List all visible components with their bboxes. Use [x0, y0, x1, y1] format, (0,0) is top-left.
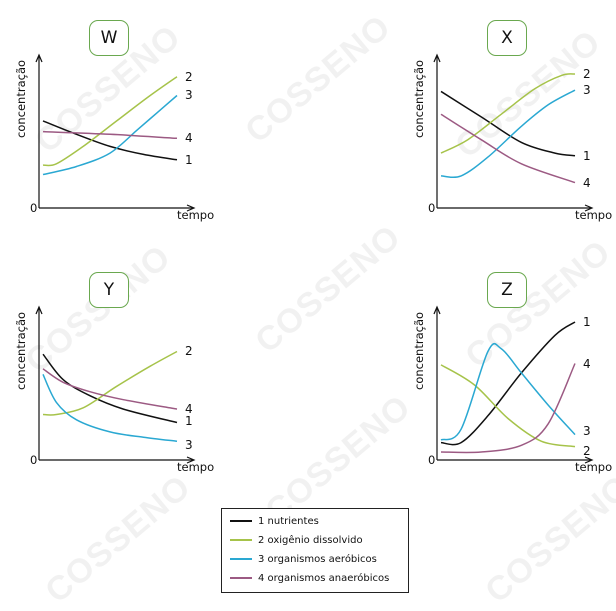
- series-line-3: [42, 373, 178, 443]
- series-line-1: [42, 120, 178, 161]
- legend-label: 1 nutrientes: [258, 516, 319, 527]
- legend-label: 4 organismos anaeróbicos: [258, 573, 390, 584]
- series-line-2: [440, 73, 576, 154]
- origin-label: 0: [428, 201, 436, 215]
- series-line-3: [440, 89, 576, 179]
- origin-label: 0: [428, 453, 436, 467]
- series-line-4: [42, 130, 178, 140]
- series-line-3: [440, 343, 576, 441]
- series-line-2: [42, 350, 178, 416]
- y-axis-arrow: [433, 305, 441, 315]
- x-axis-arrow: [186, 456, 196, 464]
- chart-svg: [433, 305, 594, 464]
- series-end-label-1: 1: [583, 315, 591, 329]
- series-end-label-1: 1: [185, 413, 193, 428]
- chart-title-badge: Y: [89, 272, 129, 308]
- series-end-label-3: 3: [185, 438, 193, 453]
- chart-svg: [35, 53, 196, 212]
- x-axis-arrow: [584, 204, 594, 212]
- series-end-label-1: 1: [185, 152, 193, 167]
- series-end-label-4: 4: [185, 402, 193, 417]
- series-line-4: [440, 113, 576, 184]
- series-end-label-4: 4: [583, 356, 591, 371]
- y-axis-arrow: [35, 53, 43, 63]
- series-end-label-1: 1: [583, 148, 591, 163]
- legend-label: 3 organismos aeróbicos: [258, 554, 377, 565]
- series-end-label-2: 2: [185, 344, 193, 359]
- chart-title-badge: X: [487, 20, 527, 56]
- series-end-label-3: 3: [583, 423, 591, 438]
- series-end-label-2: 2: [583, 67, 591, 82]
- watermark-text: COSSENO: [248, 217, 409, 361]
- series-line-1: [440, 90, 576, 157]
- x-axis-label: tempo: [177, 208, 215, 222]
- chart-title-badge: W: [89, 20, 129, 56]
- legend-label: 2 oxigênio dissolvido: [258, 535, 363, 546]
- y-axis-arrow: [35, 305, 43, 315]
- legend-item: 2 oxigênio dissolvido: [230, 533, 363, 549]
- x-axis-label: tempo: [575, 208, 613, 222]
- series-line-1: [42, 353, 178, 424]
- watermark-text: COSSENO: [238, 7, 399, 151]
- legend-item: 4 organismos anaeróbicos: [230, 571, 389, 587]
- series-end-label-4: 4: [185, 131, 193, 146]
- legend-swatch: [230, 539, 252, 541]
- chart-svg: [35, 305, 196, 464]
- legend-item: 1 nutrientes: [230, 514, 319, 530]
- series-line-4: [440, 363, 576, 454]
- legend-swatch: [230, 577, 252, 579]
- legend-swatch: [230, 558, 252, 560]
- y-axis-arrow: [433, 53, 441, 63]
- series-line-3: [42, 94, 178, 176]
- series-line-2: [440, 364, 576, 448]
- x-axis-label: tempo: [177, 460, 215, 474]
- chart-title-badge: Z: [487, 272, 527, 308]
- x-axis-arrow: [584, 456, 594, 464]
- x-axis-label: tempo: [575, 460, 613, 474]
- series-end-label-3: 3: [185, 88, 193, 103]
- series-line-4: [42, 368, 178, 410]
- origin-label: 0: [30, 201, 38, 215]
- legend-item: 3 organismos aeróbicos: [230, 552, 377, 568]
- series-line-1: [440, 321, 576, 446]
- series-end-label-2: 2: [583, 443, 591, 458]
- series-end-label-3: 3: [583, 83, 591, 98]
- legend: 1 nutrientes 2 oxigênio dissolvido 3 org…: [221, 508, 409, 593]
- chart-svg: [433, 53, 594, 212]
- series-end-label-2: 2: [185, 69, 193, 84]
- x-axis-arrow: [186, 204, 196, 212]
- origin-label: 0: [30, 453, 38, 467]
- series-end-label-4: 4: [583, 175, 591, 190]
- legend-swatch: [230, 520, 252, 522]
